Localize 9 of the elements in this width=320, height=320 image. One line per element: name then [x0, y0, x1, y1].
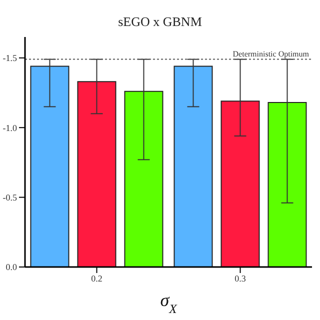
- chart-title: sEGO x GBNM: [117, 14, 203, 30]
- y-tick-label: -1.0: [2, 122, 18, 133]
- x-axis-title: σ$_{X}$: [160, 290, 178, 316]
- ref-line-label: Deterministic Optimum: [232, 49, 310, 58]
- y-tick-label: -0.5: [2, 192, 18, 202]
- y-tick-label: 0.0: [6, 262, 18, 272]
- y-tick-label: -1.5: [2, 53, 18, 64]
- x-tick-label: 0.3: [234, 273, 246, 284]
- x-tick-label: 0.2: [91, 273, 102, 284]
